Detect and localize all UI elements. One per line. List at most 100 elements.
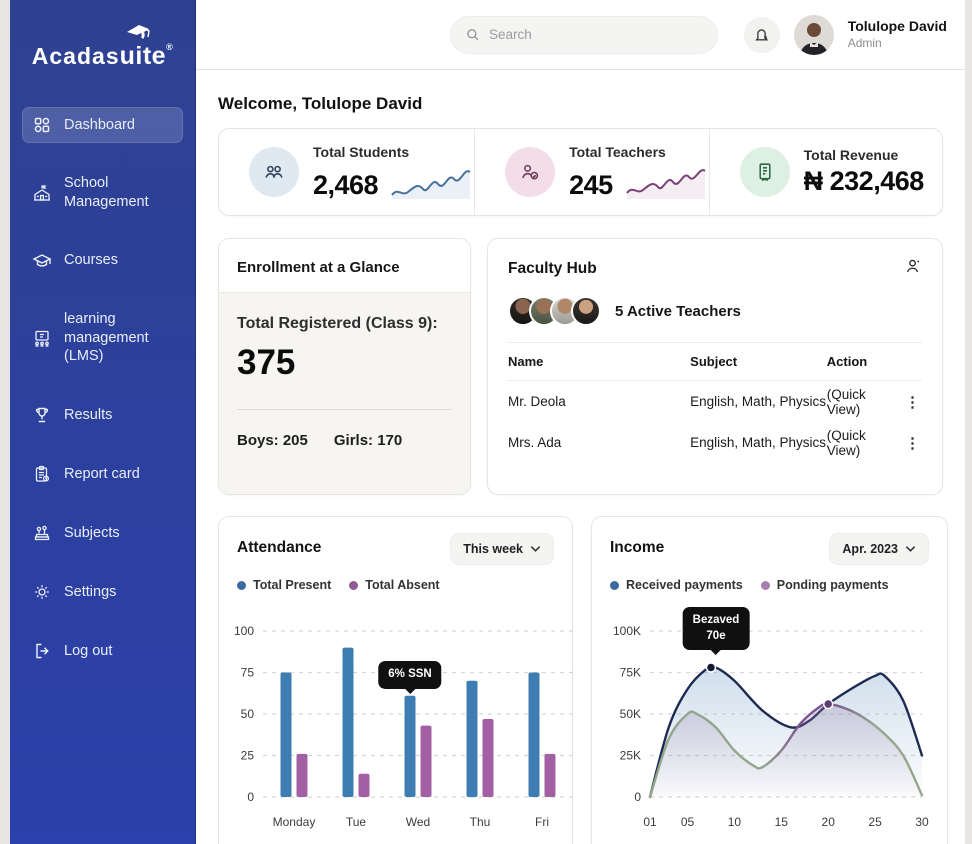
stat-value: 2,468	[313, 169, 379, 200]
pending-legend-dot	[760, 580, 770, 590]
sidebar-item-label: Report card	[64, 465, 140, 482]
legend-label: Total Absent	[365, 578, 440, 592]
enrollment-card: Enrollment at a Glance Total Registered …	[218, 238, 471, 495]
content-area: Welcome, Tolulope David Total Students 2…	[196, 94, 965, 844]
graduation-cap-icon	[32, 253, 52, 267]
stat-total-revenue: Total Revenue ₦ 232,468	[708, 129, 942, 215]
faculty-title: Faculty Hub	[508, 259, 597, 277]
income-tooltip-line1: Bezaved	[692, 614, 740, 626]
chevron-down-icon	[530, 546, 541, 552]
stats-card: Total Students 2,468 Total Teachers	[218, 128, 943, 216]
stat-value: ₦ 232,468	[803, 166, 925, 196]
income-title: Income	[610, 539, 665, 556]
svg-text:30: 30	[915, 815, 929, 829]
teacher-avatar	[571, 296, 601, 326]
period-value: This week	[463, 542, 523, 556]
user-avatar[interactable]	[793, 14, 834, 55]
main-content: Tolulope David Admin Welcome, Tolulope D…	[196, 0, 965, 844]
stat-total-teachers: Total Teachers 245	[474, 129, 709, 215]
received-legend-dot	[610, 580, 619, 590]
sidebar-nav: Dashboard School Management Courses lear…	[22, 107, 183, 669]
sidebar-item-dashboard[interactable]: Dashboard	[22, 107, 183, 143]
svg-text:Thu: Thu	[470, 815, 491, 829]
stat-label: Total Teachers	[569, 143, 666, 160]
sidebar-item-label: Results	[64, 406, 113, 423]
attendance-title: Attendance	[237, 539, 322, 556]
graduation-cap-logo-icon	[121, 20, 155, 53]
attendance-card: Attendance This week Total Present Total…	[218, 516, 573, 844]
sidebar-item-school-management[interactable]: School Management	[22, 166, 183, 220]
svg-text:05: 05	[681, 815, 695, 829]
notifications-button[interactable]	[743, 16, 780, 53]
stat-value: 245	[569, 169, 613, 200]
teachers-icon	[505, 147, 556, 197]
user-meta[interactable]: Tolulope David Admin	[848, 18, 951, 51]
svg-text:100K: 100K	[613, 624, 641, 638]
quick-view-link[interactable]: (Quick View)	[826, 386, 866, 417]
attendance-legend: Total Present Total Absent	[237, 578, 554, 592]
sidebar-item-label: Dashboard	[64, 116, 135, 133]
search-input[interactable]	[488, 27, 703, 42]
sidebar-item-results[interactable]: Results	[22, 397, 183, 433]
svg-text:Fri: Fri	[535, 815, 549, 829]
kebab-menu-icon[interactable]: ⋮	[904, 393, 920, 411]
svg-text:75K: 75K	[620, 666, 641, 680]
logo-text-2: uite	[119, 42, 167, 70]
app-logo: Acadasuite®	[22, 25, 183, 71]
sidebar-item-label: Settings	[64, 583, 117, 600]
search-bar[interactable]	[449, 15, 718, 54]
quick-view-link[interactable]: (Quick View)	[826, 427, 866, 458]
sidebar-item-settings[interactable]: Settings	[22, 574, 183, 610]
svg-text:Tue: Tue	[346, 815, 367, 829]
legend-label: Received payments	[626, 578, 743, 592]
sidebar-item-logout[interactable]: Log out	[22, 633, 183, 669]
income-period-dropdown[interactable]: Apr. 2023	[829, 533, 929, 565]
bell-icon	[755, 29, 769, 41]
sidebar-item-label: Courses	[64, 252, 118, 269]
svg-text:01: 01	[643, 815, 657, 829]
table-row: Mrs. Ada English, Math, Physics (Quick V…	[508, 422, 922, 463]
stat-label: Total Students	[313, 143, 410, 160]
registered-value: 375	[237, 343, 296, 382]
stat-total-students: Total Students 2,468	[219, 129, 474, 215]
income-chart: 0 25K 50K 75K 100K 01 05 10 15 20 25 30 Bezaved 70e	[610, 607, 929, 844]
school-icon	[34, 185, 50, 201]
income-line-chart-svg: 0 25K 50K 75K 100K 01 05 10 15 20 25 30	[613, 624, 929, 829]
faculty-people-button[interactable]	[904, 257, 922, 280]
income-tooltip-line2: 70e	[706, 629, 726, 642]
svg-text:0: 0	[247, 790, 254, 804]
enrollment-title: Enrollment at a Glance	[237, 259, 400, 276]
books-icon	[34, 525, 50, 541]
students-icon	[249, 147, 299, 197]
search-icon	[466, 29, 479, 41]
chevron-down-icon	[905, 546, 916, 552]
logout-icon	[36, 644, 49, 659]
sidebar-item-lms[interactable]: learning management (LMS)	[22, 302, 183, 375]
registered-mark: ®	[166, 42, 174, 52]
sidebar: Acadasuite® Dashboard School Management …	[10, 0, 196, 844]
sidebar-item-subjects[interactable]: Subjects	[22, 515, 183, 551]
logo-text-1: Acadas	[31, 43, 120, 69]
svg-text:25K: 25K	[620, 749, 641, 763]
faculty-table: Name Subject Action Mr. Deola English, M…	[508, 342, 922, 463]
svg-text:75: 75	[241, 666, 255, 680]
sidebar-item-label: learning management (LMS)	[64, 310, 149, 365]
sidebar-item-report-card[interactable]: Report card	[22, 456, 183, 492]
attendance-chart: 0 25 50 75 100 Monday Tue Wed Thu Fri 6% SSN	[234, 619, 573, 844]
kebab-menu-icon[interactable]: ⋮	[904, 434, 920, 452]
svg-text:100: 100	[234, 624, 254, 638]
attendance-bar-chart-svg: 0 25 50 75 100 Monday Tue Wed Thu Fri	[234, 624, 573, 829]
attendance-period-dropdown[interactable]: This week	[450, 533, 554, 565]
svg-text:20: 20	[822, 815, 836, 829]
sidebar-item-label: Log out	[64, 642, 113, 659]
column-header-name: Name	[508, 354, 544, 369]
teacher-avatars	[508, 296, 601, 326]
teacher-subject: English, Math, Physics	[690, 394, 826, 409]
column-header-action: Action	[826, 354, 868, 369]
registered-label: Total Registered (Class 9):	[237, 315, 438, 332]
column-header-subject: Subject	[690, 354, 738, 369]
income-legend: Received payments Ponding payments	[610, 578, 929, 592]
teachers-sparkline	[625, 168, 706, 199]
sidebar-item-courses[interactable]: Courses	[22, 243, 183, 279]
